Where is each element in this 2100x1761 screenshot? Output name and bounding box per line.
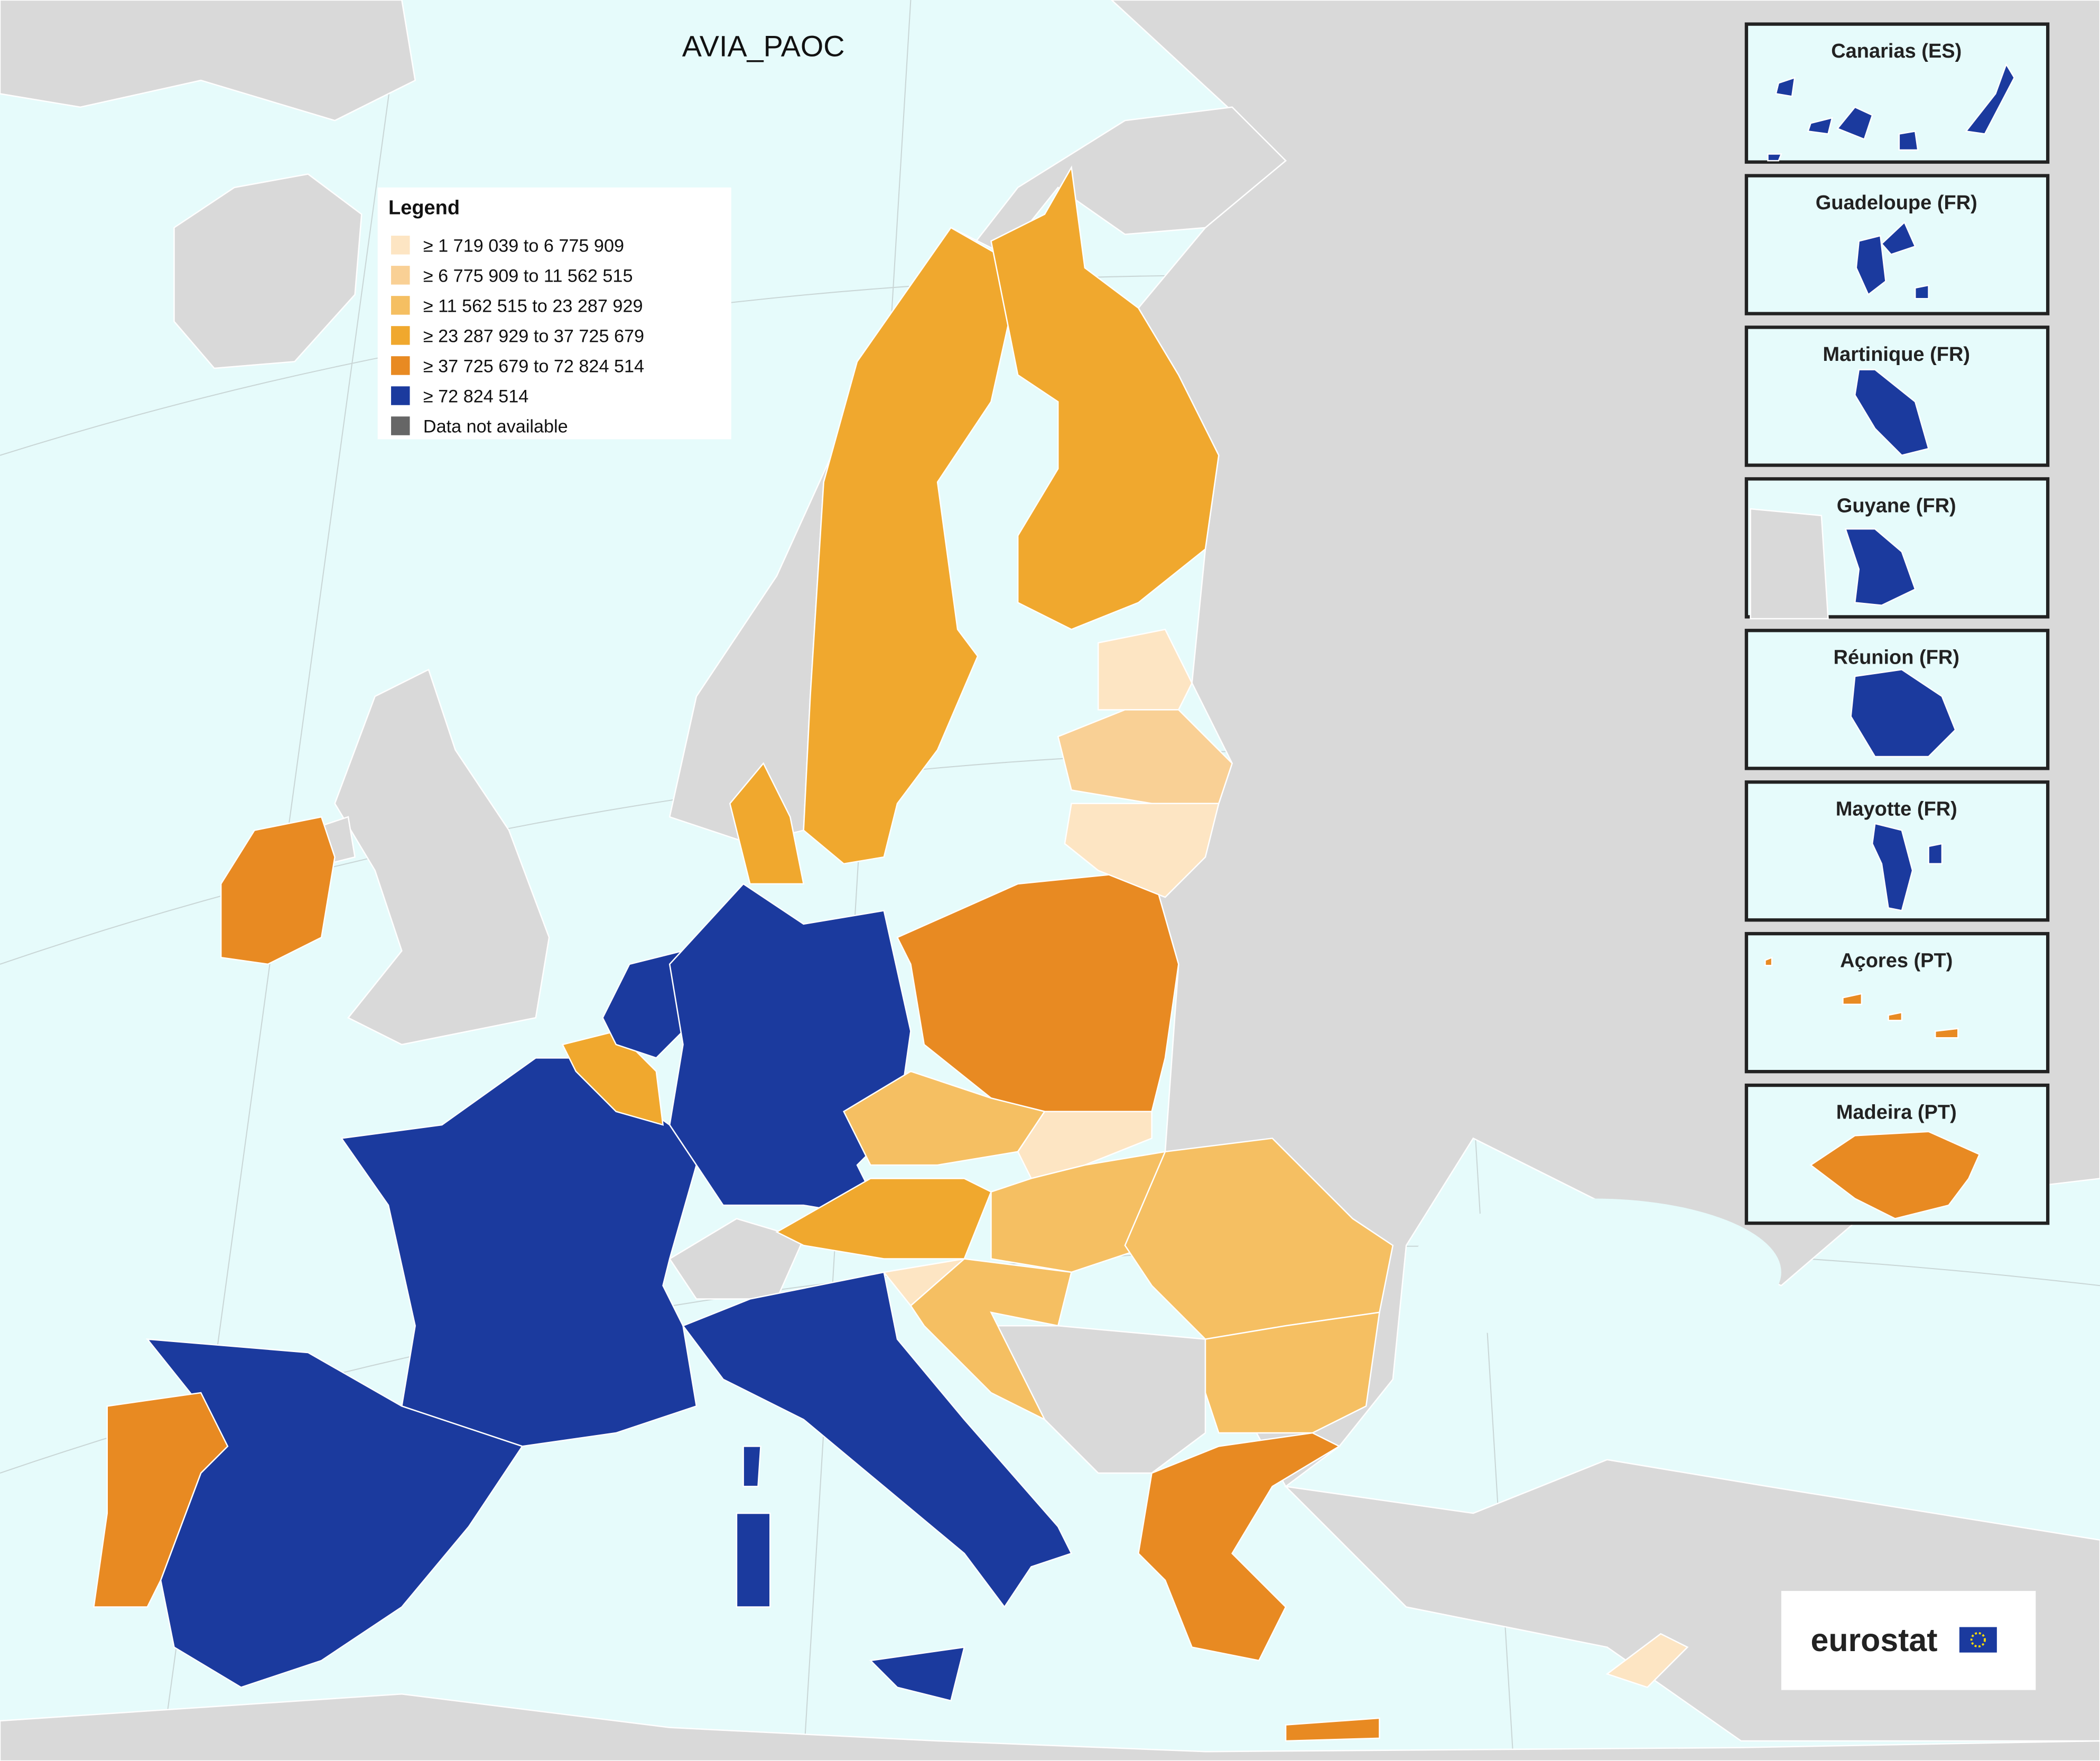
legend-swatch [391, 266, 410, 285]
inset-region [1809, 1131, 1981, 1219]
inset-label: Mayotte (FR) [1836, 798, 1957, 821]
region [220, 816, 336, 965]
region [736, 1512, 771, 1608]
legend-label: ≥ 1 719 039 to 6 775 909 [423, 236, 624, 256]
region [1605, 1633, 1689, 1689]
region [990, 165, 1220, 630]
region [1057, 709, 1233, 805]
inset-label: Guyane (FR) [1837, 495, 1956, 517]
legend-label: Data not available [423, 417, 568, 437]
legend-label: ≥ 23 287 929 to 37 725 679 [423, 327, 644, 347]
inset-region [1842, 993, 1863, 1005]
inset-region [1854, 369, 1930, 456]
region [1285, 1717, 1380, 1742]
map-title: AVIA_PAOC [682, 30, 845, 62]
legend-box [377, 187, 731, 440]
eu-stars [1970, 1632, 1986, 1648]
inset-region [1764, 956, 1773, 966]
legend-label: ≥ 11 562 515 to 23 287 929 [423, 296, 643, 316]
inset-label: Canarias (ES) [1831, 40, 1962, 62]
legend-swatch [391, 356, 410, 375]
region [909, 1258, 1073, 1421]
inset-region [1767, 153, 1782, 162]
inset-region [1836, 106, 1873, 141]
region [1097, 628, 1193, 711]
region [742, 1446, 761, 1487]
insets: Canarias (ES) Guadeloupe (FR) Martinique (… [1744, 22, 2050, 1225]
inset-region [1914, 284, 1929, 300]
inset-region [1855, 235, 1887, 296]
legend-swatch [391, 236, 410, 255]
logo: eurostat [1781, 1591, 2036, 1690]
legend-swatch [391, 296, 410, 315]
region [1064, 803, 1220, 898]
legend-swatch [391, 326, 410, 345]
inset-region [1965, 62, 2015, 135]
legend-label: ≥ 37 725 679 to 72 824 514 [423, 357, 644, 377]
inset-region [1898, 130, 1919, 151]
eu-flag [1959, 1627, 1997, 1653]
inset-land [1750, 508, 1829, 620]
inset-region [1871, 823, 1913, 912]
inset-region [1934, 1028, 1959, 1039]
region [340, 1057, 698, 1447]
inset-label: Réunion (FR) [1834, 647, 1960, 669]
inset-region [1850, 668, 1956, 758]
inset-region [1844, 528, 1916, 606]
black-sea [1406, 1198, 1781, 1346]
legend-title: Legend [388, 197, 460, 219]
region [803, 227, 1019, 865]
inset-label: Madeira (PT) [1836, 1101, 1957, 1123]
eu-regions [92, 165, 1689, 1742]
region [775, 1178, 992, 1260]
inset-label: Martinique (FR) [1823, 343, 1970, 366]
region [729, 762, 805, 885]
inset-region [1928, 843, 1943, 865]
inset-region [1888, 1011, 1903, 1021]
inset-region [1881, 221, 1916, 256]
inset-label: Guadeloupe (FR) [1816, 192, 1977, 214]
region [92, 1392, 229, 1608]
inset-label: Açores (PT) [1840, 949, 1953, 972]
legend-swatch [391, 386, 410, 405]
region [1137, 1432, 1341, 1662]
region [869, 1646, 965, 1702]
region [682, 1271, 1073, 1608]
inset-region [1807, 117, 1833, 135]
region [1204, 1311, 1380, 1434]
legend: Legend ≥ 1 719 039 to 6 775 909 ≥ 6 775 9… [377, 187, 731, 440]
inset-region [1775, 77, 1796, 97]
legend-label: ≥ 72 824 514 [423, 387, 528, 407]
inset-box [1744, 931, 2050, 1074]
legend-swatch [391, 416, 410, 435]
logo-text: eurostat [1811, 1622, 1938, 1658]
legend-label: ≥ 6 775 909 to 11 562 515 [423, 266, 633, 286]
